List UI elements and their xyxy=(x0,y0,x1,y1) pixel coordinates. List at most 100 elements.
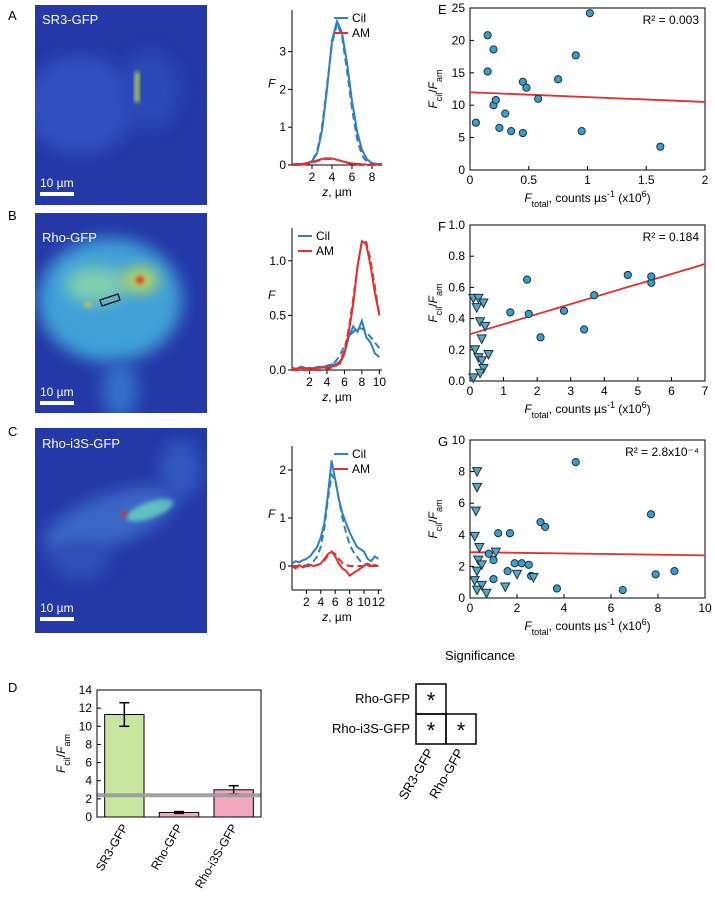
y-tick-label: 0 xyxy=(458,163,465,177)
legend-label: Cil xyxy=(352,11,366,25)
point xyxy=(518,128,527,138)
error-bar xyxy=(174,810,184,815)
x-tick-label: 0 xyxy=(467,384,474,398)
plot-frame xyxy=(469,224,706,382)
label-part: 6 xyxy=(642,400,647,410)
label-part: z xyxy=(321,390,328,404)
y-tick-label: 8 xyxy=(85,737,92,751)
x-tick-label: 2 xyxy=(514,601,521,615)
data-line xyxy=(291,460,379,565)
cell-mark: * xyxy=(427,718,436,743)
x-tick-label: 2 xyxy=(309,170,316,184)
y-tick-label: 20 xyxy=(452,33,466,47)
y-tick-label: 0.5 xyxy=(269,308,286,322)
x-tick-label: SR3-GFP xyxy=(93,822,131,874)
label-part: F xyxy=(426,315,440,323)
x-tick-label: Rho-GFP xyxy=(148,822,185,873)
scale-bar-label: 10 µm xyxy=(40,601,74,615)
point xyxy=(471,482,483,493)
y-axis-label: F xyxy=(268,507,276,521)
y-tick-label: 0 xyxy=(85,810,92,824)
label-part: z xyxy=(321,185,328,199)
micrograph: A SR3-GFP 10 µm xyxy=(8,5,207,205)
label-part: am xyxy=(434,69,444,82)
x-tick-label: 4 xyxy=(329,170,336,184)
label-part: F xyxy=(426,531,440,539)
point xyxy=(506,308,515,317)
point xyxy=(469,531,481,542)
y-tick-label: 2 xyxy=(85,792,92,806)
y-tick-label: 4 xyxy=(85,774,92,788)
label-part: -1 xyxy=(607,400,615,410)
label-part: ) xyxy=(647,402,651,416)
label-part: , µm xyxy=(328,610,352,624)
label-part: F xyxy=(426,295,440,303)
point xyxy=(484,549,493,558)
y-axis-label: F xyxy=(268,288,276,302)
y-tick-label: 2 xyxy=(279,82,286,96)
x-tick-label: 4 xyxy=(561,601,568,615)
image-label: Rho-i3S-GFP xyxy=(42,436,120,451)
x-tick-label: 10 xyxy=(373,375,387,389)
label-part: , µm xyxy=(328,185,352,199)
x-tick-label: 6 xyxy=(668,384,675,398)
y-tick-label: 0.0 xyxy=(269,363,286,377)
point xyxy=(524,560,533,569)
significance-table: Significance Rho-GFP Rho-i3S-GFP * * * S… xyxy=(332,648,515,802)
label-part: 6 xyxy=(642,189,647,199)
x-tick-label: 8 xyxy=(369,170,376,184)
point xyxy=(479,321,491,332)
point xyxy=(647,272,656,281)
x-tick-label: 6 xyxy=(332,595,339,609)
point xyxy=(490,547,502,558)
point xyxy=(518,77,527,86)
label-part: (x10 xyxy=(615,619,642,633)
fit-line xyxy=(469,263,706,336)
label-part: 6 xyxy=(642,617,647,627)
annotation: R² = 0.184 xyxy=(643,230,700,244)
annotation: R² = 0.003 xyxy=(643,13,700,27)
point xyxy=(471,118,480,127)
x-tick-label: 2 xyxy=(534,384,541,398)
y-tick-label: 6 xyxy=(85,756,92,770)
fit-line xyxy=(469,91,706,103)
label-part: ) xyxy=(647,619,651,633)
point xyxy=(585,9,594,18)
point xyxy=(471,566,483,577)
point xyxy=(471,585,483,596)
y-tick-label: 0.8 xyxy=(448,249,465,263)
panel-letter: D xyxy=(8,680,17,695)
fit-line xyxy=(292,19,382,166)
x-tick-label: 8 xyxy=(359,375,366,389)
panel-letter: G xyxy=(438,434,448,449)
plot-frame xyxy=(96,689,262,818)
legend-label: AM xyxy=(352,26,370,40)
label-part: F xyxy=(426,81,440,89)
point xyxy=(471,467,483,478)
y-tick-label: 25 xyxy=(452,1,466,15)
label-part: z xyxy=(321,610,328,624)
point xyxy=(510,559,519,568)
label-part: -1 xyxy=(607,189,615,199)
x-tick-label: 2 xyxy=(306,375,313,389)
label-part: F xyxy=(524,619,532,633)
y-tick-label: 15 xyxy=(452,66,466,80)
y-tick-label: 6 xyxy=(458,496,465,510)
x-tick-label: 0 xyxy=(467,173,474,187)
point xyxy=(483,349,494,361)
x-tick-label: 1 xyxy=(500,384,507,398)
x-axis-label: Ftotal, counts µs-1 (x106) xyxy=(524,617,650,637)
label-part: , counts µs xyxy=(549,402,607,416)
x-axis-label: z, µm xyxy=(321,390,352,404)
data-line xyxy=(291,157,382,166)
label-part: F xyxy=(426,511,440,519)
y-tick-label: 3 xyxy=(279,45,286,59)
point xyxy=(670,567,679,576)
legend-label: AM xyxy=(316,244,334,258)
y-tick-label: 12 xyxy=(79,701,93,715)
point xyxy=(489,45,498,54)
y-tick-label: 10 xyxy=(452,433,466,447)
label-part: F xyxy=(524,191,532,205)
